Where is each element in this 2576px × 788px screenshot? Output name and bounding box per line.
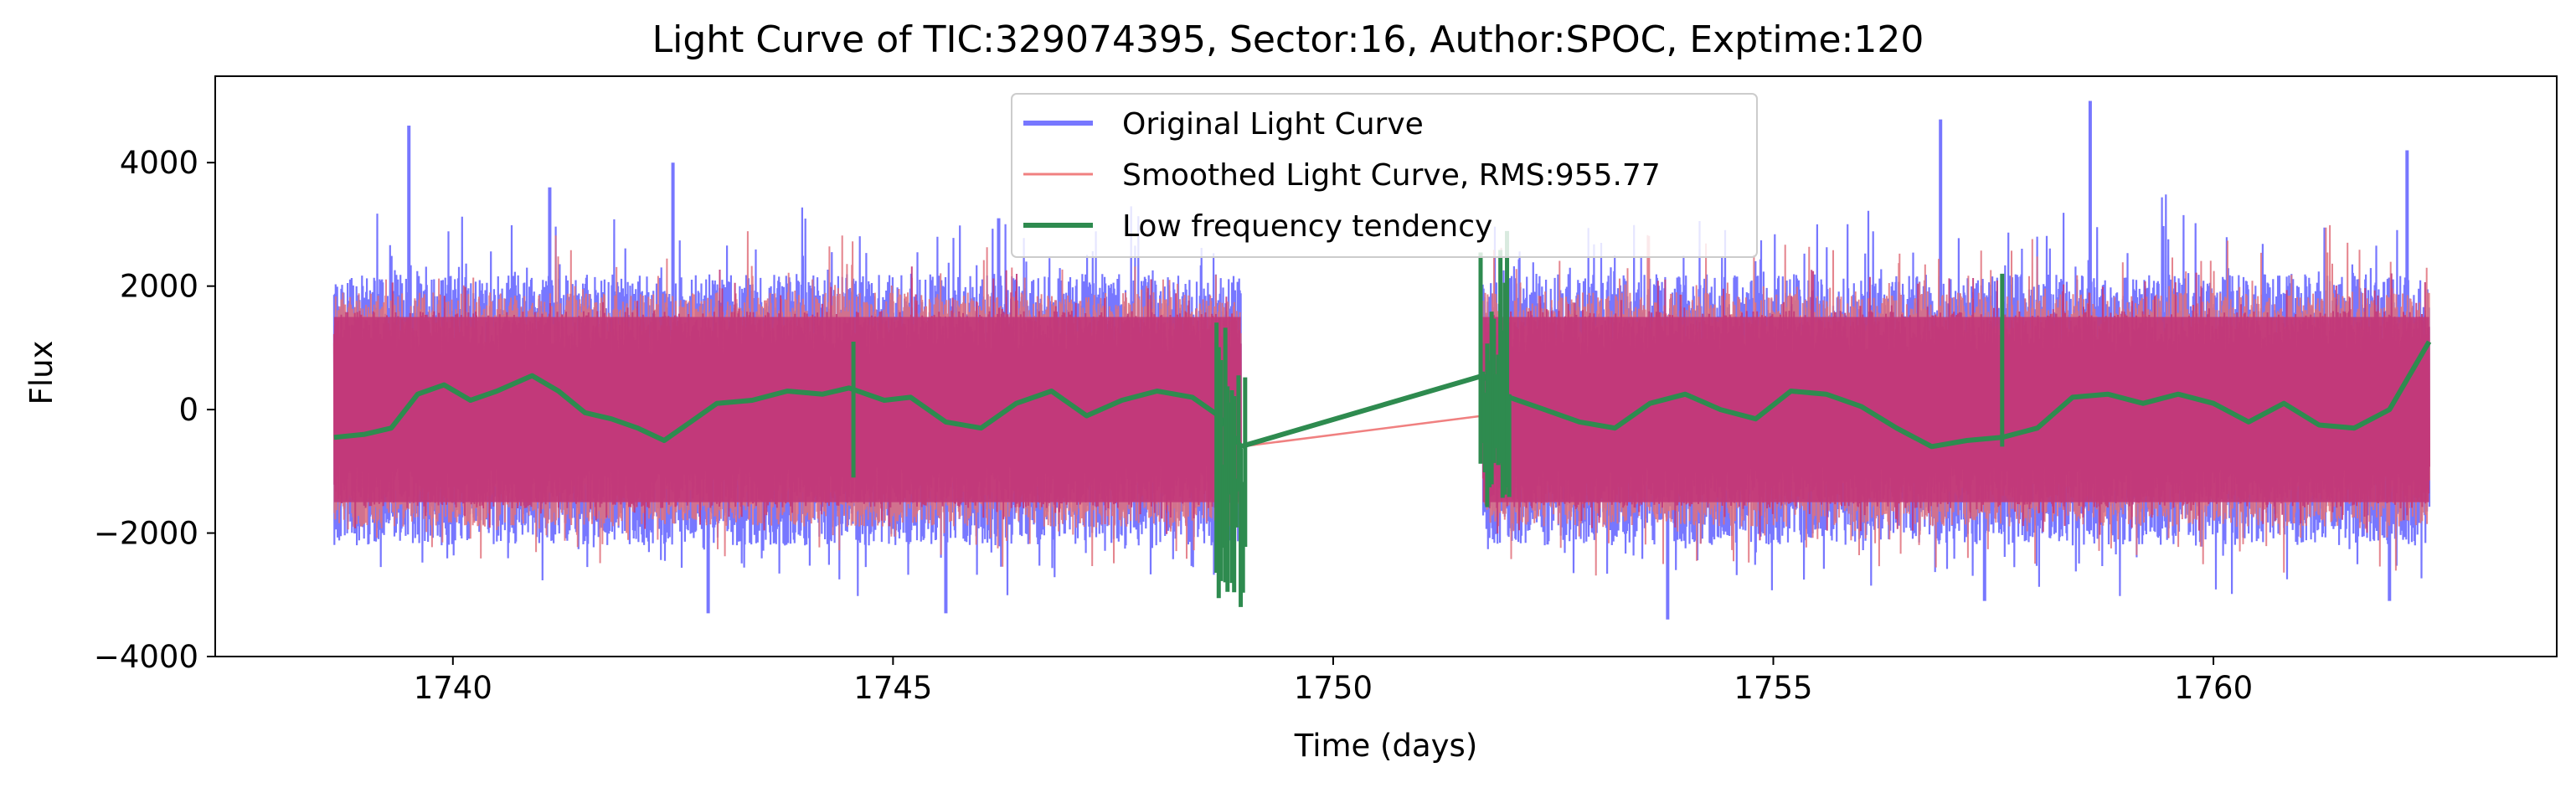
x-tick-label-1755: 1755 — [1734, 670, 1812, 706]
axes: 1740 1745 1750 1755 1760 −4000 −2000 0 2000 4000 — [94, 75, 2558, 706]
y-tick-label-0: 0 — [178, 392, 198, 428]
y-axis-label: Flux — [23, 341, 59, 405]
x-axis-label: Time (days) — [1294, 728, 1478, 764]
y-tick-label-2000: 2000 — [120, 269, 198, 305]
series-low-frequency-tendency — [333, 230, 2432, 607]
x-tick-label-1740: 1740 — [414, 670, 492, 706]
smoothed-curve-band-inner — [332, 266, 2430, 541]
y-tick-label--4000: −4000 — [94, 639, 198, 675]
plot-frame — [214, 75, 2558, 657]
x-tick-label-1760: 1760 — [2174, 670, 2253, 706]
plot-area — [332, 100, 2432, 620]
legend-label-2: Low frequency tendency — [1122, 209, 1492, 244]
y-tick-label-4000: 4000 — [120, 145, 198, 181]
x-tick-label-1745: 1745 — [853, 670, 932, 706]
x-tick-label-1750: 1750 — [1294, 670, 1373, 706]
legend-label-0: Original Light Curve — [1122, 107, 1424, 142]
legend: Original Light Curve Smoothed Light Curve… — [1011, 93, 1758, 258]
legend-box — [1011, 93, 1758, 258]
smoothed-gap-line — [1240, 415, 1483, 448]
legend-label-1: Smoothed Light Curve, RMS:955.77 — [1122, 158, 1661, 193]
chart-title: Light Curve of TIC:329074395, Sector:16,… — [652, 18, 1924, 61]
y-tick-label--2000: −2000 — [94, 516, 198, 552]
